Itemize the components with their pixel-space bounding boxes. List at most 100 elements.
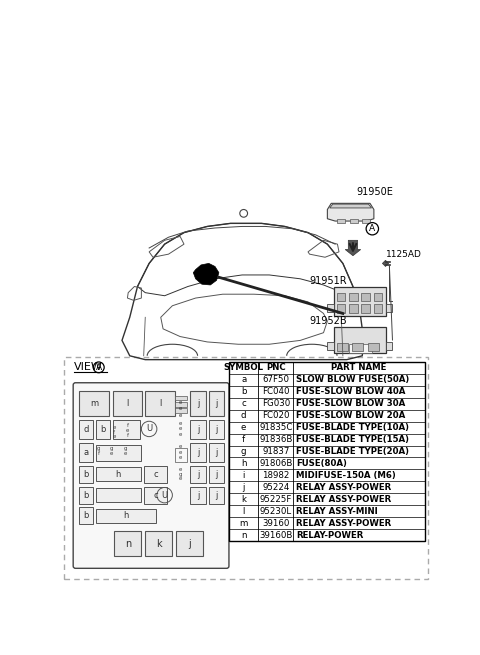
Text: d: d — [84, 425, 89, 434]
Text: 91835C: 91835C — [259, 423, 292, 432]
Polygon shape — [383, 260, 389, 267]
Bar — [96, 468, 141, 481]
Text: j: j — [216, 470, 218, 479]
Bar — [96, 420, 109, 439]
Bar — [176, 531, 204, 556]
Text: 91952B: 91952B — [310, 316, 347, 326]
Bar — [334, 327, 386, 354]
Bar — [96, 488, 141, 502]
Text: j: j — [216, 491, 218, 500]
Text: m: m — [90, 399, 98, 408]
Bar — [190, 420, 206, 439]
Bar — [209, 443, 224, 462]
Polygon shape — [349, 345, 372, 354]
Text: e: e — [123, 451, 127, 456]
Text: FUSE-SLOW BLOW 20A: FUSE-SLOW BLOW 20A — [296, 411, 406, 420]
Text: U: U — [146, 424, 152, 434]
Text: c: c — [153, 491, 157, 500]
Bar — [79, 420, 93, 439]
Bar — [362, 219, 370, 223]
Text: j: j — [197, 470, 199, 479]
Text: n: n — [241, 531, 246, 540]
Text: U: U — [162, 491, 168, 500]
Text: FUSE-BLADE TYPE(15A): FUSE-BLADE TYPE(15A) — [296, 435, 409, 444]
Text: b: b — [84, 512, 89, 521]
Text: d: d — [241, 411, 246, 420]
Text: e: e — [179, 444, 182, 449]
Text: 39160B: 39160B — [259, 531, 292, 540]
Bar — [337, 219, 345, 223]
Text: A: A — [369, 224, 375, 233]
Bar — [361, 293, 370, 301]
Text: f: f — [126, 432, 129, 438]
Text: 91951R: 91951R — [310, 276, 347, 286]
Text: 95224: 95224 — [262, 483, 289, 492]
Bar — [336, 304, 345, 312]
Bar — [352, 343, 363, 351]
Text: RELAY ASSY-POWER: RELAY ASSY-POWER — [296, 483, 392, 492]
Text: RELAY ASSY-MINI: RELAY ASSY-MINI — [296, 507, 378, 515]
Text: f: f — [98, 451, 100, 456]
Bar — [79, 443, 93, 462]
Text: c: c — [153, 470, 157, 479]
Text: e: e — [179, 432, 182, 437]
Bar — [209, 391, 224, 416]
Bar — [175, 402, 187, 407]
Text: l: l — [126, 399, 129, 408]
Bar — [190, 443, 206, 462]
Bar — [96, 509, 156, 523]
Text: g: g — [97, 447, 100, 451]
Bar — [175, 396, 187, 400]
Bar — [334, 286, 386, 316]
Text: PART NAME: PART NAME — [332, 364, 387, 373]
Bar — [336, 343, 348, 351]
Text: 95225F: 95225F — [260, 495, 292, 504]
Bar — [175, 448, 187, 462]
Text: h: h — [123, 512, 129, 521]
Bar — [209, 466, 224, 483]
Bar — [349, 304, 358, 312]
Text: 91806B: 91806B — [259, 459, 292, 468]
Text: RELAY ASSY-POWER: RELAY ASSY-POWER — [296, 519, 392, 527]
Text: MIDIFUSE-150A (M6): MIDIFUSE-150A (M6) — [296, 471, 396, 480]
Text: e: e — [126, 428, 129, 433]
Text: 1125AD: 1125AD — [385, 250, 421, 259]
Bar — [327, 304, 334, 312]
Text: e: e — [113, 425, 116, 430]
Bar — [96, 445, 141, 460]
Text: FUSE-BLADE TYPE(20A): FUSE-BLADE TYPE(20A) — [296, 447, 409, 456]
Text: n: n — [125, 538, 131, 549]
Text: FUSE-SLOW BLOW 30A: FUSE-SLOW BLOW 30A — [296, 400, 406, 408]
Text: m: m — [240, 519, 248, 527]
Text: e: e — [179, 476, 182, 481]
Bar — [144, 466, 167, 483]
Text: b: b — [84, 491, 89, 500]
Text: f: f — [126, 423, 129, 428]
Text: VIEW: VIEW — [74, 362, 103, 372]
Bar — [79, 487, 93, 504]
Text: e: e — [179, 407, 182, 411]
Text: j: j — [216, 448, 218, 457]
Bar — [327, 342, 334, 350]
Bar — [209, 420, 224, 439]
Polygon shape — [327, 203, 374, 221]
Bar — [145, 391, 175, 416]
Text: SLOW BLOW FUSE(50A): SLOW BLOW FUSE(50A) — [296, 375, 409, 384]
Bar — [386, 342, 393, 350]
Circle shape — [366, 223, 379, 235]
Text: e: e — [179, 455, 182, 460]
Text: b: b — [241, 387, 246, 396]
Text: g: g — [123, 447, 127, 451]
Text: 18982: 18982 — [262, 471, 289, 480]
Text: FC020: FC020 — [262, 411, 289, 420]
Text: j: j — [189, 538, 191, 549]
Text: e: e — [179, 413, 182, 418]
Text: 91836B: 91836B — [259, 435, 292, 444]
Bar — [336, 293, 345, 301]
Text: e: e — [113, 434, 116, 439]
Text: FUSE-SLOW BLOW 40A: FUSE-SLOW BLOW 40A — [296, 387, 406, 396]
Polygon shape — [193, 263, 219, 285]
Text: e: e — [110, 451, 114, 456]
Text: f: f — [113, 430, 115, 434]
Text: j: j — [197, 399, 199, 408]
